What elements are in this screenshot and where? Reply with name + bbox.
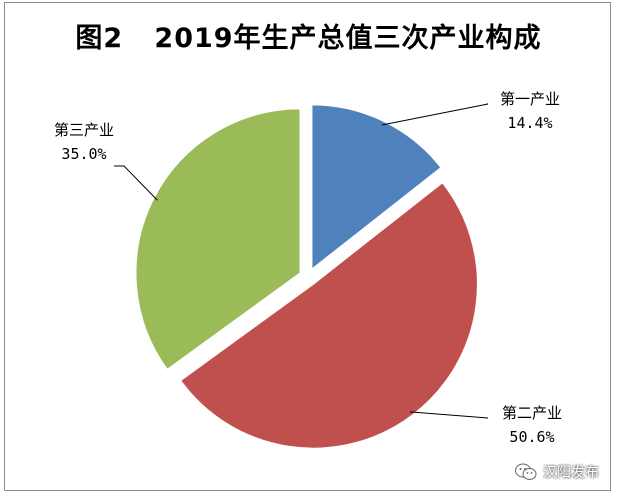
watermark: 汉阳发布 <box>515 462 599 482</box>
slice-labels: 第一产业 14.4% 第二产业 50.6% 第三产业 35.0% <box>54 90 562 446</box>
slice-category-label-2: 第二产业 <box>502 404 562 422</box>
pie-slice-2 <box>180 182 478 449</box>
pie-slice-3 <box>135 108 301 371</box>
watermark-text: 汉阳发布 <box>543 465 599 481</box>
pie-slice-1 <box>311 104 442 270</box>
slice-category-label-3: 第三产业 <box>54 121 114 139</box>
slice-value-label-3: 35.0% <box>61 145 106 163</box>
leader-line-2 <box>409 411 489 419</box>
slice-category-label-1: 第一产业 <box>500 90 560 108</box>
slice-value-label-2: 50.6% <box>509 428 554 446</box>
slice-value-label-1: 14.4% <box>507 114 552 132</box>
pie-slices <box>135 104 478 449</box>
leader-lines <box>114 103 489 419</box>
chart-title: 图2 2019年生产总值三次产业构成 <box>75 23 542 54</box>
leader-line-1 <box>381 103 489 126</box>
leader-line-3 <box>114 165 158 201</box>
wechat-icon <box>515 463 537 480</box>
